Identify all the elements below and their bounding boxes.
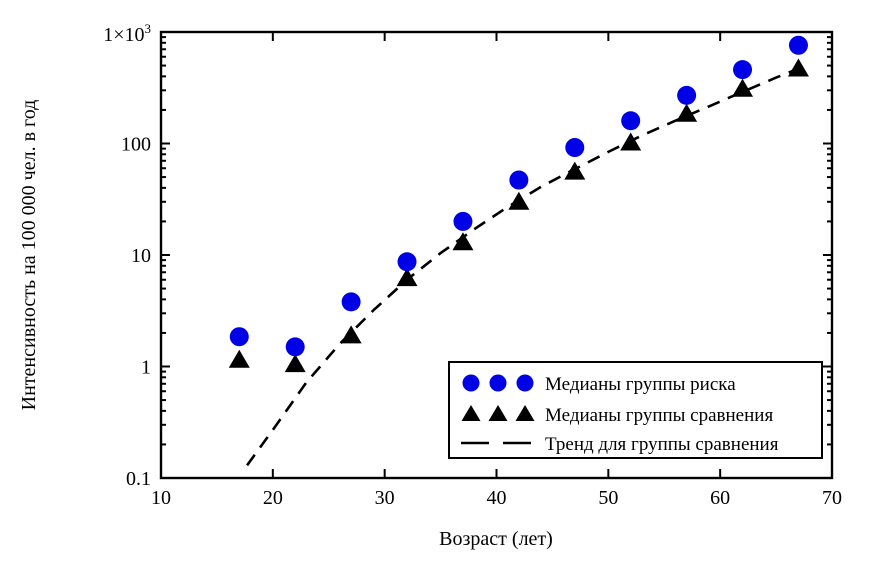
data-point-risk-group xyxy=(677,85,697,105)
y-tick-label: 100 xyxy=(121,134,151,156)
y-tick-label: 0.1 xyxy=(126,468,151,490)
data-point-comparison-group xyxy=(284,354,306,373)
data-point-risk-group xyxy=(285,337,305,357)
y-tick-label: 10 xyxy=(131,245,151,267)
data-point-comparison-group xyxy=(452,232,474,251)
y-tick-label: 1×103 xyxy=(103,21,151,46)
x-axis-tick-labels: 10 20 30 40 50 60 70 xyxy=(151,487,842,509)
data-point-risk-group xyxy=(509,170,529,190)
data-point-comparison-group xyxy=(340,325,362,344)
legend-label-trend: Тренд для группы сравнения xyxy=(545,434,779,455)
data-point-risk-group xyxy=(733,60,753,80)
legend-label-comparison-group: Медианы группы сравнения xyxy=(545,405,773,426)
data-point-risk-group xyxy=(565,138,585,158)
data-point-comparison-group xyxy=(564,161,586,180)
data-point-comparison-group xyxy=(732,78,754,97)
data-point-risk-group xyxy=(341,292,361,312)
data-point-comparison-group xyxy=(508,191,530,210)
y-axis-tick-labels: 0.1 1 10 100 1×103 xyxy=(103,21,151,490)
x-tick-label: 40 xyxy=(487,487,507,509)
x-tick-label: 30 xyxy=(375,487,395,509)
y-axis-title: Интенсивность на 100 000 чел. в год xyxy=(18,100,40,411)
legend-item-risk-group: Медианы группы риска xyxy=(462,374,736,395)
x-tick-label: 20 xyxy=(263,487,283,509)
legend-item-comparison-group: Медианы группы сравнения xyxy=(461,405,773,426)
x-tick-label: 10 xyxy=(151,487,171,509)
legend-item-trend: Тренд для группы сравнения xyxy=(461,434,779,455)
x-tick-label: 50 xyxy=(598,487,618,509)
data-point-risk-group xyxy=(453,211,473,231)
tick-marks xyxy=(161,32,832,478)
series-markers-risk-group xyxy=(229,35,808,357)
legend-label-risk-group: Медианы группы риска xyxy=(545,374,736,395)
data-point-risk-group xyxy=(788,35,808,55)
x-axis-title: Возраст (лет) xyxy=(439,528,553,550)
y-tick-label: 1 xyxy=(141,357,151,379)
series-markers-comparison-group xyxy=(228,58,809,373)
x-tick-label: 70 xyxy=(822,487,842,509)
data-point-comparison-group xyxy=(787,58,809,77)
triangle-marker-icon xyxy=(461,405,535,421)
data-point-comparison-group xyxy=(676,103,698,122)
data-point-risk-group xyxy=(229,327,249,347)
data-point-comparison-group xyxy=(396,268,418,287)
data-point-comparison-group xyxy=(228,349,250,368)
x-tick-label: 60 xyxy=(710,487,730,509)
trend-line-comparison-group xyxy=(246,67,799,467)
legend: Медианы группы риска Медианы группы срав… xyxy=(448,361,823,459)
data-point-risk-group xyxy=(621,111,641,131)
circle-marker-icon xyxy=(462,374,534,392)
data-point-risk-group xyxy=(397,252,417,272)
data-point-comparison-group xyxy=(620,132,642,151)
